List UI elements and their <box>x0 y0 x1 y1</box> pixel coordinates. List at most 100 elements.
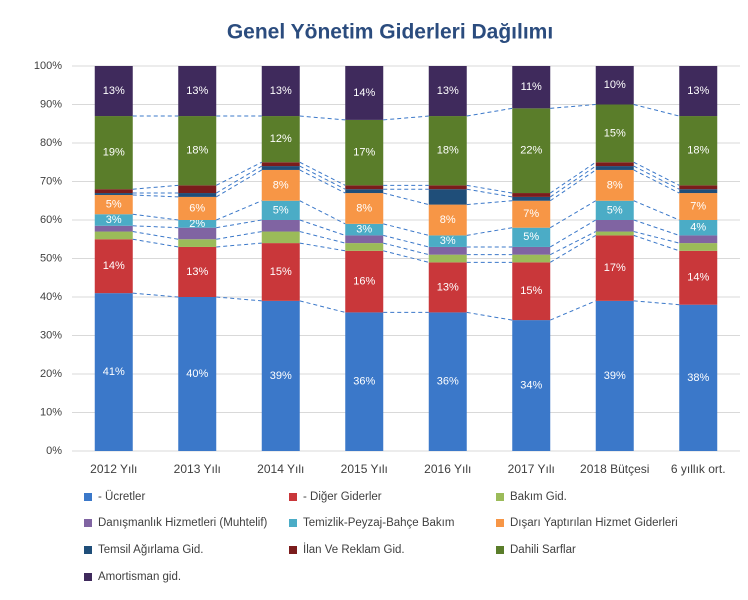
connector <box>132 238 179 248</box>
bar-segment <box>94 66 133 117</box>
bar-segment <box>345 223 384 236</box>
data-label: 3% <box>440 235 456 247</box>
bar-segment <box>261 169 300 201</box>
bar-segment <box>679 220 718 236</box>
data-label: 38% <box>687 372 709 384</box>
data-label: 13% <box>437 85 459 97</box>
connector <box>466 188 513 198</box>
connector <box>132 184 179 190</box>
connector <box>466 107 513 117</box>
legend-swatch <box>289 493 297 501</box>
connector <box>633 161 680 186</box>
bar-segment <box>345 250 384 313</box>
connector <box>633 231 680 244</box>
legend-label: Danışmanlık Hizmetleri (Muhtelif) <box>98 517 268 529</box>
legend-label: Amortisman gid. <box>98 571 181 583</box>
data-label: 36% <box>353 376 375 388</box>
bar-segment <box>512 227 551 247</box>
data-label: 39% <box>270 370 292 382</box>
bar-segment <box>178 239 217 247</box>
connector <box>132 213 179 221</box>
bar-segment <box>345 119 384 186</box>
connector <box>549 161 597 194</box>
connector <box>383 250 429 263</box>
bar-segment <box>679 243 718 251</box>
bar-segment <box>595 166 634 170</box>
connector <box>215 169 263 198</box>
connector <box>132 292 179 298</box>
data-label: 18% <box>186 145 208 157</box>
bar-segment <box>94 214 133 226</box>
legend-label: - Diğer Giderler <box>303 491 382 503</box>
bar-segment <box>178 116 217 186</box>
bar-segment <box>512 254 551 263</box>
y-tick-label: 60% <box>40 214 62 226</box>
legend-swatch <box>289 546 297 554</box>
legend-label: Dışarı Yaptırılan Hizmet Giderleri <box>510 517 678 529</box>
data-label: 5% <box>607 204 623 216</box>
bar-segment <box>428 204 467 236</box>
data-label: 8% <box>607 179 623 191</box>
bar-segment <box>595 169 634 201</box>
data-label: 17% <box>353 147 375 159</box>
connector <box>549 200 597 229</box>
bar-segment <box>679 116 718 186</box>
connector <box>299 219 346 236</box>
bar-segment <box>178 220 217 228</box>
bar-segment <box>345 312 384 451</box>
connector <box>132 194 179 198</box>
bar-segment <box>345 185 384 190</box>
bar-segment <box>428 66 467 117</box>
data-label: 12% <box>270 133 292 145</box>
connector <box>216 161 262 186</box>
legend-label: Dahili Sarflar <box>510 544 576 556</box>
legend-swatch <box>496 519 504 527</box>
bar-segment <box>595 235 634 301</box>
y-tick-label: 90% <box>40 98 62 110</box>
data-label: 11% <box>521 81 542 93</box>
y-tick-label: 80% <box>40 137 62 149</box>
bar-segment <box>595 220 634 232</box>
data-label: 7% <box>523 208 539 220</box>
bar-segment <box>261 200 300 220</box>
data-label: 15% <box>520 285 542 297</box>
legend-label: Bakım Gid. <box>510 491 567 503</box>
x-tick-label: 6 yıllık ort. <box>671 462 726 476</box>
connector <box>299 169 346 194</box>
data-label: 14% <box>103 260 125 272</box>
bar-segment <box>679 185 718 190</box>
bar-segment <box>345 189 384 194</box>
bar-segment <box>178 66 217 117</box>
x-tick-label: 2018 Bütçesi <box>580 462 649 476</box>
bar-segment <box>178 227 217 240</box>
x-tick-label: 2014 Yılı <box>257 462 304 476</box>
bar-segment <box>679 189 718 194</box>
connector <box>299 161 346 186</box>
bar-segment <box>595 66 634 105</box>
data-label: 13% <box>186 266 208 278</box>
legend-swatch <box>289 519 297 527</box>
y-tick-label: 70% <box>40 175 62 187</box>
connector <box>383 242 429 256</box>
bar-segment <box>512 108 551 194</box>
connector <box>132 231 179 240</box>
connector <box>466 184 513 194</box>
connector <box>549 165 597 198</box>
legend-swatch <box>496 493 504 501</box>
data-label: 18% <box>687 145 709 157</box>
bar-segment <box>261 166 300 170</box>
bar-segment <box>679 193 718 220</box>
bar-segment <box>428 262 467 313</box>
bar-segment <box>94 116 133 190</box>
bar-segment <box>512 200 551 228</box>
x-tick-label: 2015 Yılı <box>341 462 388 476</box>
data-label: 22% <box>520 145 542 157</box>
legend-label: Temsil Ağırlama Gid. <box>98 544 203 556</box>
bar-segment <box>261 231 300 244</box>
data-label: 34% <box>520 379 542 391</box>
connector <box>383 192 429 206</box>
legend-swatch <box>84 573 92 581</box>
bar-segment <box>428 235 467 247</box>
connector <box>549 219 597 248</box>
connector <box>132 225 179 229</box>
